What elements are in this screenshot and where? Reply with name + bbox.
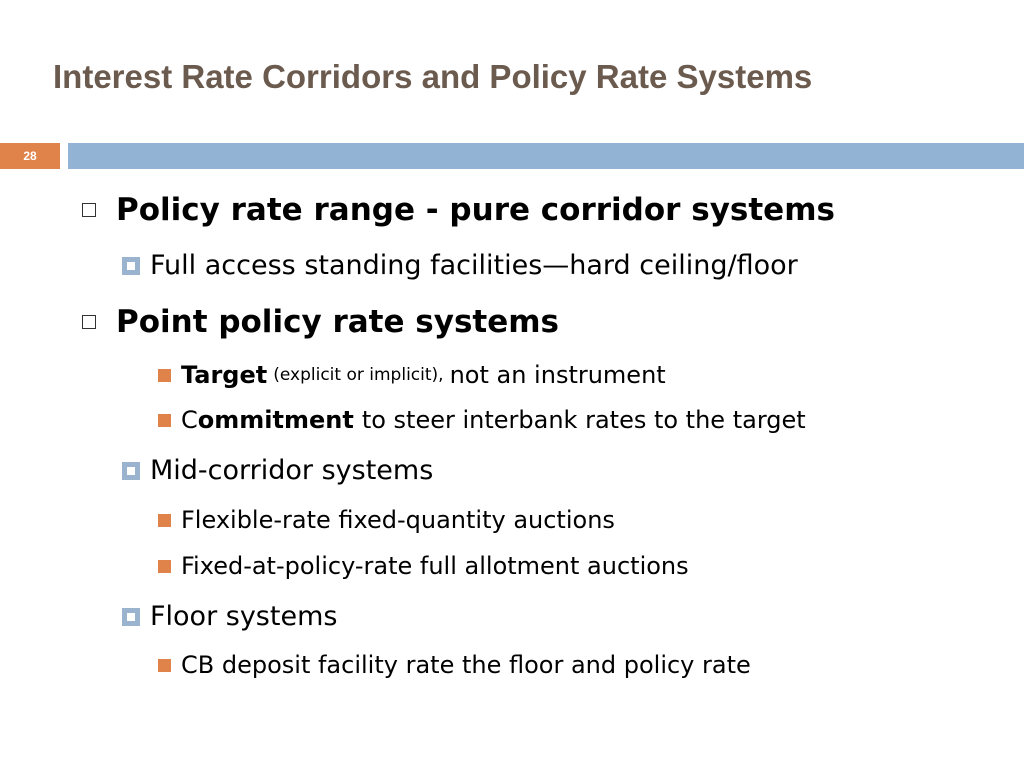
bullet-text: Floor systems xyxy=(150,601,338,632)
filled-square-bullet-icon xyxy=(158,413,171,427)
bullet-text: Full access standing facilities—hard cei… xyxy=(150,250,798,281)
subsubbullet-flexible-rate: Flexible-rate fixed-quantity auctions xyxy=(158,506,615,534)
bullet-text: Fixed-at-policy-rate full allotment auct… xyxy=(181,552,689,580)
bullet-text: Policy rate range - pure corridor system… xyxy=(116,192,835,228)
filled-square-bullet-icon xyxy=(158,658,171,672)
bullet-text: CB deposit facility rate the floor and p… xyxy=(181,651,751,679)
subsubbullet-cb-deposit: CB deposit facility rate the floor and p… xyxy=(158,651,751,679)
filled-square-bullet-icon xyxy=(158,559,171,573)
bullet-point-policy-rate: Point policy rate systems xyxy=(82,304,559,340)
target-term: Target xyxy=(181,361,268,389)
bullet-text: Flexible-rate fixed-quantity auctions xyxy=(181,506,615,534)
subbullet-floor-systems: Floor systems xyxy=(122,601,337,632)
header-band xyxy=(68,143,1024,169)
hollow-square-bullet-icon xyxy=(82,203,96,217)
commitment-prefix: C xyxy=(181,406,198,434)
subsubbullet-fixed-at-policy: Fixed-at-policy-rate full allotment auct… xyxy=(158,552,689,580)
framed-square-bullet-icon xyxy=(122,607,140,626)
framed-square-bullet-icon xyxy=(122,461,140,480)
target-rest: not an instrument xyxy=(449,361,666,389)
slide-title: Interest Rate Corridors and Policy Rate … xyxy=(53,58,813,95)
subsubbullet-target: Target (explicit or implicit), not an in… xyxy=(158,361,666,389)
hollow-square-bullet-icon xyxy=(82,315,96,329)
commitment-term: ommitment xyxy=(197,406,354,434)
bullet-policy-rate-range: Policy rate range - pure corridor system… xyxy=(82,192,835,228)
target-qualifier: (explicit or implicit), xyxy=(273,365,444,385)
bullet-text: Mid-corridor systems xyxy=(150,455,434,486)
framed-square-bullet-icon xyxy=(122,256,140,275)
filled-square-bullet-icon xyxy=(158,368,171,382)
filled-square-bullet-icon xyxy=(158,513,171,527)
bullet-text: Point policy rate systems xyxy=(116,304,559,340)
slide-number: 28 xyxy=(0,143,60,169)
subbullet-full-access: Full access standing facilities—hard cei… xyxy=(122,250,798,281)
commitment-rest: to steer interbank rates to the target xyxy=(361,406,806,434)
subbullet-mid-corridor: Mid-corridor systems xyxy=(122,455,433,486)
